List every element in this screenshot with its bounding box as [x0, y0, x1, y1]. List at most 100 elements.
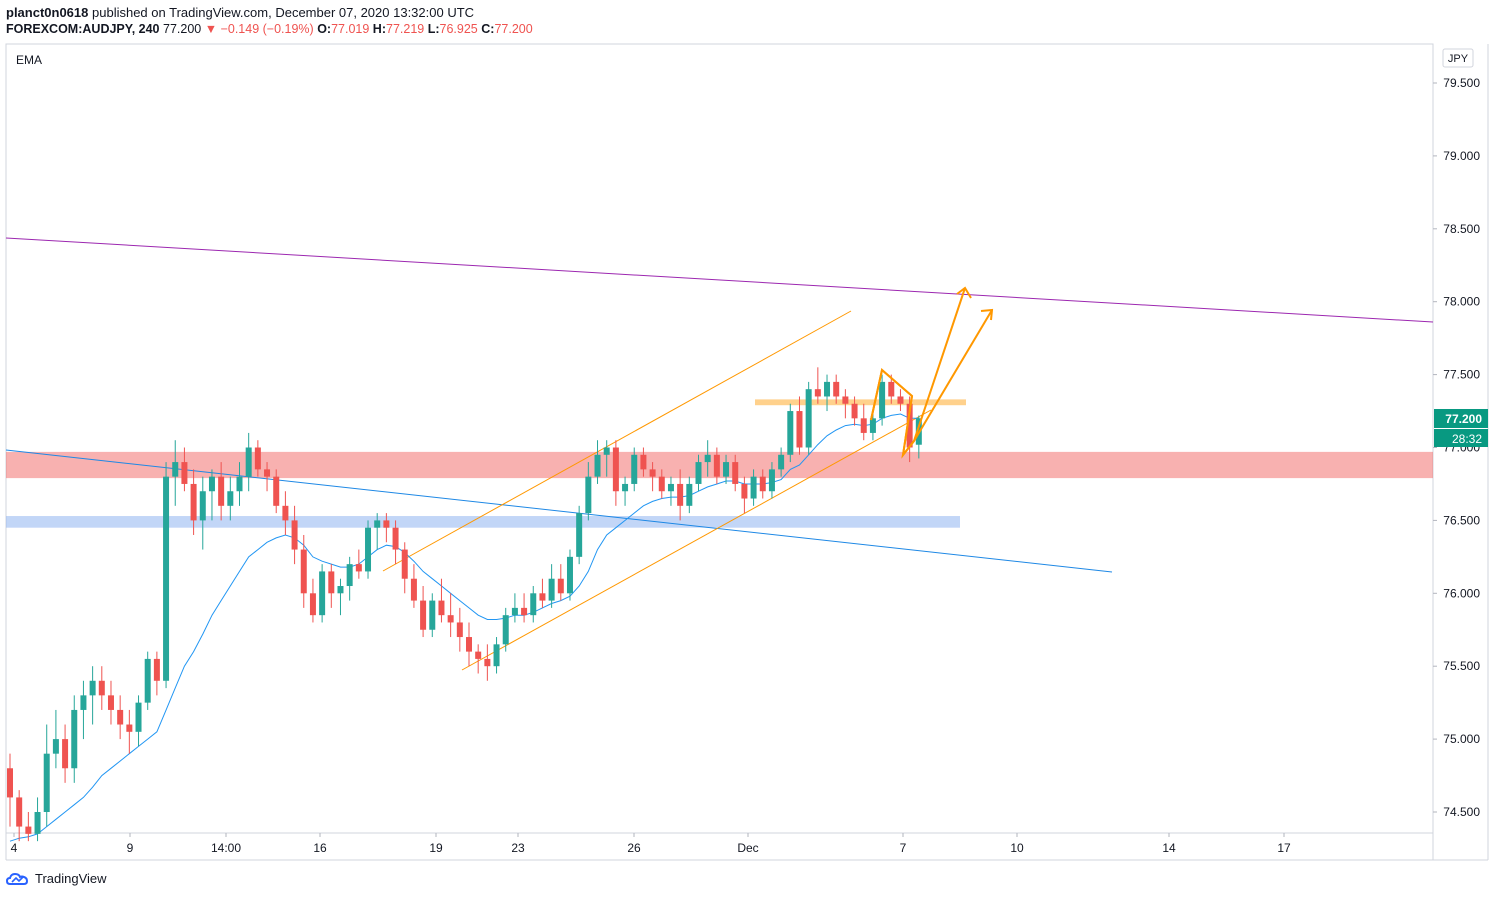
candle-body: [879, 381, 886, 419]
candle-body: [686, 483, 693, 506]
candle-body: [824, 381, 831, 397]
symbol-name[interactable]: FOREXCOM:AUDJPY, 240: [6, 22, 160, 36]
candle-body: [328, 571, 335, 594]
candle-body: [484, 658, 491, 667]
candle-body: [759, 476, 766, 492]
candle-body: [869, 418, 876, 433]
ema-indicator-label[interactable]: EMA: [16, 53, 43, 67]
candle-body: [640, 454, 647, 470]
y-tick-label: 78.000: [1443, 295, 1480, 309]
candle-body: [365, 527, 372, 572]
last-price-tag: [1434, 409, 1488, 428]
y-tick-label: 74.500: [1443, 805, 1480, 819]
x-tick-label: 7: [900, 841, 907, 855]
candle-body: [227, 491, 234, 506]
x-tick-label: 14: [1162, 841, 1176, 855]
currency-badge[interactable]: [1442, 48, 1474, 68]
candle-body: [594, 454, 601, 477]
candle-body: [181, 462, 188, 484]
candle-body: [842, 396, 849, 404]
x-tick-label: 17: [1277, 841, 1291, 855]
candle-body: [511, 607, 518, 616]
y-tick-label: 78.500: [1443, 222, 1480, 236]
x-tick-label: 23: [511, 841, 525, 855]
candle-body: [649, 469, 656, 477]
y-tick-label: 76.500: [1443, 513, 1480, 527]
candle-body: [89, 680, 96, 696]
candle-body: [723, 462, 730, 477]
publish-text: published on TradingView.com, December 0…: [92, 5, 475, 20]
candle-body: [62, 739, 69, 769]
ema-line: [9, 413, 919, 842]
candle-body: [704, 454, 711, 463]
candle-body: [117, 709, 124, 725]
candle-body: [410, 578, 417, 601]
close-label: C:: [481, 22, 495, 36]
candle-body: [153, 658, 160, 681]
candle-body: [530, 593, 537, 616]
channel-upper-line: [382, 310, 852, 572]
candle-body: [264, 469, 271, 477]
x-tick-label: 4: [11, 841, 18, 855]
x-tick-label: 10: [1010, 841, 1024, 855]
candle-body: [814, 389, 821, 397]
candle-body: [860, 418, 867, 433]
candle-body: [245, 447, 252, 477]
candle-body: [906, 403, 913, 448]
projection-path-2: [870, 309, 993, 459]
candle-body: [548, 578, 555, 601]
candle-body: [787, 411, 794, 455]
candle-body: [557, 578, 564, 594]
candle-body: [401, 549, 408, 579]
down-arrow-icon: ▼: [204, 22, 218, 36]
y-tick-label: 79.500: [1443, 76, 1480, 90]
high-value: 77.219: [386, 22, 425, 36]
arrowhead-2: [980, 308, 994, 321]
candle-body: [282, 505, 289, 521]
y-tick-label: 77.500: [1443, 368, 1480, 382]
y-tick-label: 79.000: [1443, 149, 1480, 163]
candle-body: [80, 695, 87, 710]
candle-body: [438, 600, 445, 616]
candle-body: [43, 753, 50, 812]
candle-body: [52, 739, 59, 754]
candle-body: [7, 768, 13, 798]
candle-body: [218, 476, 225, 506]
candle-body: [796, 411, 803, 448]
candle-body: [732, 462, 739, 484]
candle-body: [585, 476, 592, 514]
candle-body: [420, 600, 427, 630]
candle-body: [658, 476, 665, 492]
x-tick-label: 14:00: [211, 841, 241, 855]
candle-body: [447, 615, 454, 623]
candle-body: [34, 812, 41, 834]
low-label: L:: [427, 22, 440, 36]
y-tick-label: 76.000: [1443, 586, 1480, 600]
last-price-label: 77.200: [1445, 412, 1482, 426]
candle-body: [337, 586, 344, 594]
arrowhead-1: [956, 286, 972, 299]
x-tick-label: 9: [127, 841, 134, 855]
candle-body: [392, 527, 399, 550]
channel-lower-line: [461, 409, 932, 671]
candle-body: [135, 702, 142, 732]
open-label: O:: [317, 22, 332, 36]
candle-body: [107, 695, 114, 710]
open-value: 77.019: [331, 22, 370, 36]
candle-body: [208, 476, 215, 492]
candle-body: [144, 658, 151, 703]
candle-body: [695, 462, 702, 484]
publish-info: planct0n0618 published on TradingView.co…: [6, 5, 474, 20]
countdown-tag: [1434, 429, 1488, 447]
countdown-label: 28:32: [1452, 432, 1482, 446]
candle-body: [374, 520, 381, 528]
candle-body: [897, 396, 904, 404]
x-tick-label: 16: [313, 841, 327, 855]
tradingview-logo[interactable]: TradingView: [6, 871, 107, 886]
candle-body: [851, 403, 858, 419]
resistance-zone-orange: [755, 399, 966, 406]
y-tick-label: 75.000: [1443, 732, 1480, 746]
candle-body: [805, 389, 812, 448]
author-name[interactable]: planct0n0618: [6, 5, 89, 20]
